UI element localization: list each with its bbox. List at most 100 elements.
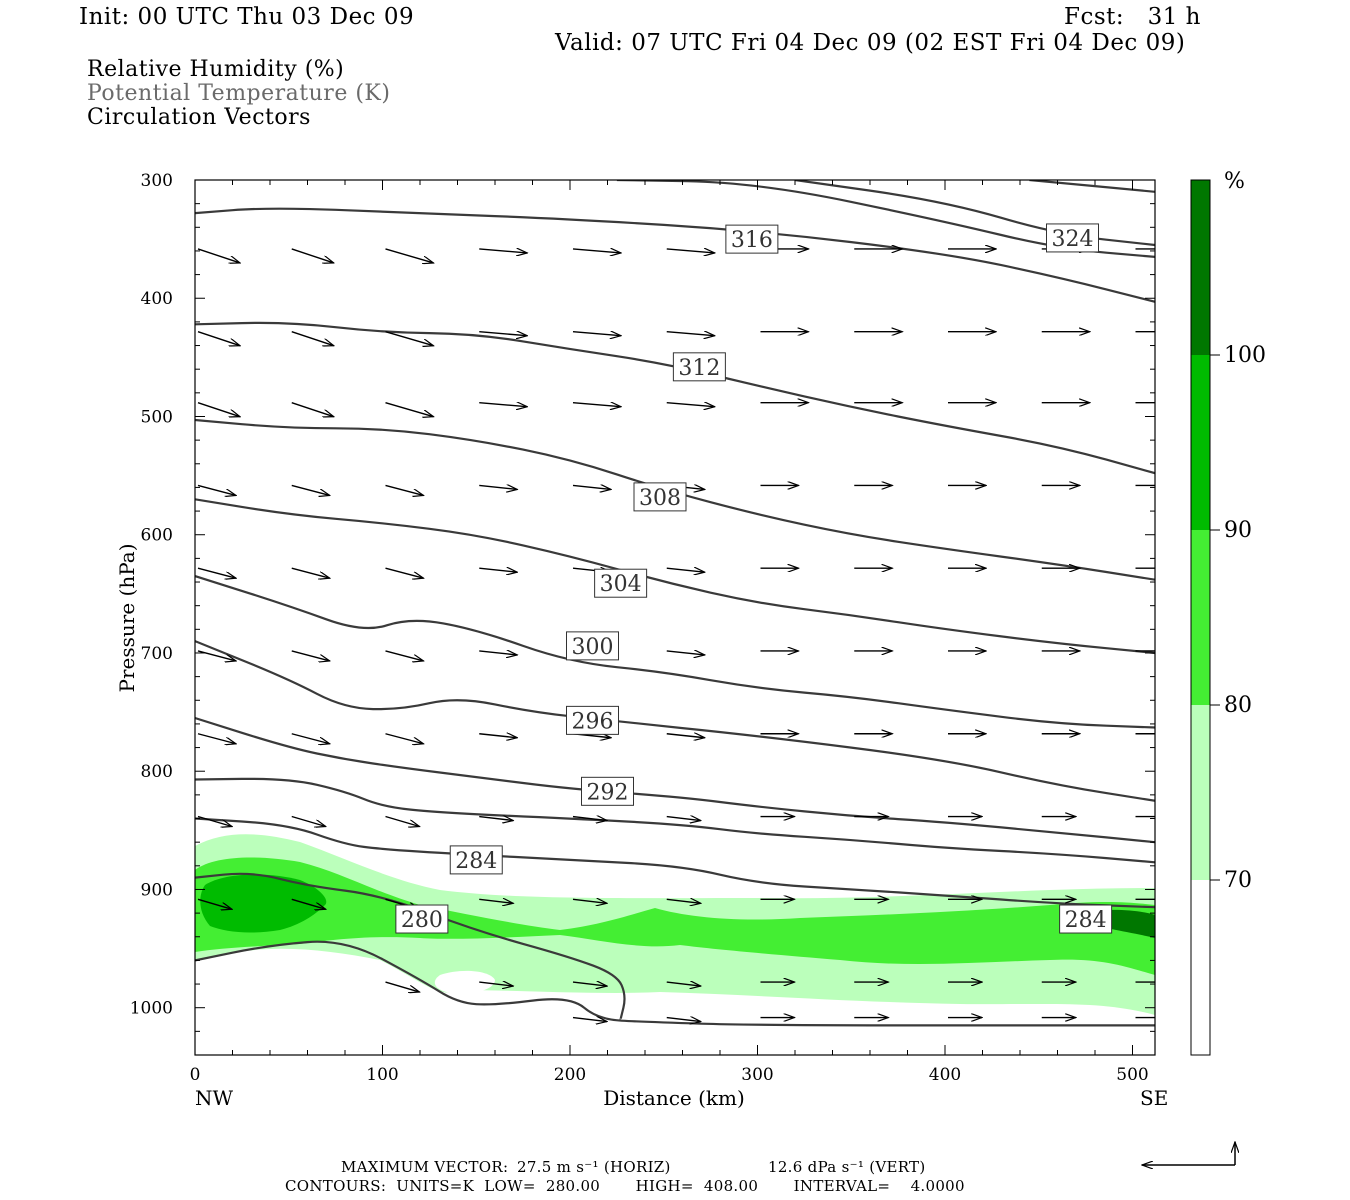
circulation-vector [291,401,334,417]
circulation-vector [572,1018,607,1022]
circulation-vector [291,733,330,744]
circulation-vector [385,484,424,495]
circulation-vector [572,403,621,407]
colorbar: % 100 90 80 70 [1190,169,1266,1056]
contour-label-box [1059,904,1113,934]
circulation-vector [291,815,326,827]
contour-label-text: 316 [731,228,773,253]
y-axis: 300 400 500 600 700 800 900 1000 [130,171,1155,1056]
circulation-vector [479,899,513,903]
x-axis-end-label: SE [1140,1086,1168,1110]
x-tick-label: 500 [1116,1065,1148,1085]
colorbar-label-90: 90 [1224,518,1252,543]
colorbar-segment-70-80 [1191,705,1210,880]
circulation-vector [572,332,621,336]
theta-contour-line [195,321,1155,475]
circulation-vector [291,567,330,578]
circulation-vector [666,568,705,572]
theta-contour-line [195,940,1155,1027]
circulation-vector [291,248,334,263]
theta-contour-line [794,180,1155,247]
init-time: Init: 00 UTC Thu 03 Dec 09 [79,4,415,30]
circulation-vector [197,733,236,744]
circulation-vector [197,567,236,578]
circulation-vector [479,485,517,489]
contour-label-box [395,904,449,934]
circulation-vector [572,249,621,253]
y-tick-label: 1000 [130,999,173,1019]
contour-label-text: 292 [587,780,629,805]
theta-contour-line [195,640,1155,802]
x-tick-label: 100 [366,1065,398,1085]
contour-label-box [594,568,648,598]
circulation-vector [666,817,701,821]
theta-contour-line [1029,180,1155,193]
circulation-vector [385,815,420,827]
y-axis-label: Pressure (hPa) [115,544,139,693]
contour-label-text: 324 [1052,227,1094,252]
circulation-vector [479,403,527,407]
circulation-vector [479,817,513,821]
contour-label-text: 284 [455,849,497,874]
circulation-vector [385,650,424,661]
y-tick-label: 900 [141,880,173,900]
legend-relative-humidity: Relative Humidity (%) [87,57,345,82]
contour-label-text: 304 [600,572,642,597]
contour-label-text: 312 [678,356,720,381]
x-axis-label: Distance (km) [603,1086,745,1110]
contour-label-text: 284 [1065,908,1107,933]
circulation-vector [479,568,517,572]
circulation-vector [385,248,434,263]
colorbar-segment-80-90 [1191,530,1210,705]
x-tick-label: 400 [929,1065,961,1085]
y-tick-label: 400 [141,289,173,309]
circulation-vector [572,817,607,821]
circulation-vector [479,651,517,655]
x-tick-label: 0 [190,1065,201,1085]
contour-label-text: 296 [572,709,614,734]
circulation-vector [291,484,330,495]
contour-label-box [449,845,503,875]
circulation-vector [197,401,240,417]
y-tick-label: 600 [141,526,173,546]
colorbar-segment-below-70 [1191,880,1210,1055]
circulation-vector [666,982,701,986]
contour-label-box [1046,223,1099,253]
x-tick-label: 300 [741,1065,773,1085]
contour-label-text: 300 [572,635,614,660]
contour-label-box [672,352,726,382]
reference-vector [1142,1142,1235,1165]
circulation-vector [385,981,420,992]
circulation-vector [385,567,424,578]
circulation-vector [197,484,236,495]
circulation-vector [197,248,240,263]
y-tick-label: 700 [141,644,173,664]
contour-labels: 316 324 312 308 304 300 296 292 284 280 284 [395,223,1113,934]
circulation-vector [666,734,705,738]
colorbar-segment-90-100 [1191,355,1210,530]
colorbar-frame [1190,179,1211,1056]
circulation-vector [197,815,232,827]
plot-frame [194,179,1156,1056]
theta-contour-line [195,777,1155,864]
theta-contour-line [195,207,1155,303]
circulation-vector [572,485,611,489]
colorbar-label-80: 80 [1224,693,1252,718]
theta-contour-line [195,498,1155,655]
contour-label-text: 280 [401,908,443,933]
theta-contour-line [616,180,1155,258]
max-vector-vertical: 12.6 dPa s⁻¹ (VERT) [768,1158,926,1176]
y-tick-label: 500 [141,407,173,427]
max-vector-horizontal: 27.5 m s⁻¹ (HORIZ) [517,1158,671,1176]
rh-90-100-region [200,874,327,933]
theta-contour-line [195,575,1155,729]
colorbar-label-70: 70 [1224,868,1252,893]
theta-contour-line [195,716,1155,844]
circulation-vector [479,249,527,253]
y-tick-label: 300 [141,171,173,191]
theta-contour-line [195,872,626,1021]
circulation-vector [385,331,434,346]
circulation-vector [291,650,330,661]
max-vector-label: MAXIMUM VECTOR: [341,1158,509,1176]
